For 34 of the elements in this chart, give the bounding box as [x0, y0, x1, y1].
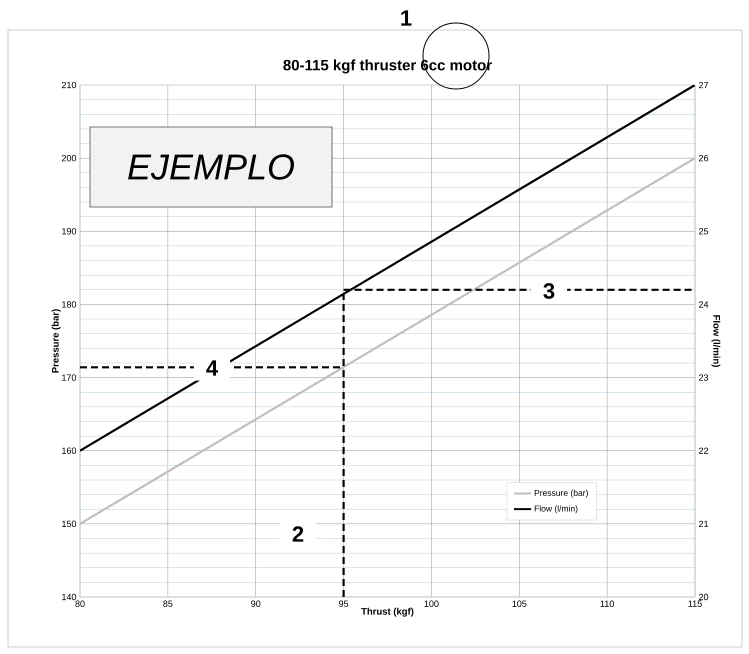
annotation: 3 [543, 283, 554, 299]
y2-tick-label: 26 [698, 154, 708, 162]
annotation: EJEMPLO [128, 154, 294, 180]
x-tick-label: 100 [424, 600, 439, 607]
x-tick-label: 115 [688, 600, 702, 607]
y-tick-label: 150 [62, 520, 76, 528]
annotation: 2 [292, 526, 304, 542]
y-tick-label: 180 [62, 301, 76, 308]
y2-tick-label: 24 [698, 301, 708, 308]
y-tick-label: 200 [62, 154, 76, 162]
x-tick-label: 80 [75, 600, 85, 607]
y2-tick-label: 21 [698, 520, 708, 527]
annotation: 4 [206, 360, 218, 376]
y-axis-title: Pressure (bar) [52, 309, 61, 373]
text: 1 [401, 10, 412, 26]
y-tick-label: 190 [62, 228, 76, 234]
y2-tick-label: 22 [698, 448, 708, 454]
y-tick-label: 170 [62, 374, 76, 381]
legend-label: Flow (l/min) [534, 505, 578, 514]
y2-tick-label: 23 [698, 374, 708, 381]
x-tick-label: 90 [251, 600, 260, 607]
y2-tick-label: 20 [698, 594, 708, 600]
y-tick-label: 140 [62, 594, 76, 600]
x-tick-label: 95 [338, 600, 348, 607]
x-axis-title: Thrust (kgf) [361, 608, 414, 617]
y2-axis-title: Flow (l/min) [711, 315, 720, 367]
y-tick-label: 160 [62, 448, 76, 454]
y2-tick-label: 27 [698, 82, 708, 88]
x-tick-label: 105 [512, 600, 526, 607]
y2-tick-label: 25 [698, 228, 708, 234]
y-tick-label: 210 [62, 82, 76, 88]
legend-label: Pressure (bar) [534, 490, 588, 498]
x-tick-label: 110 [600, 600, 614, 607]
x-tick-label: 85 [163, 600, 172, 607]
